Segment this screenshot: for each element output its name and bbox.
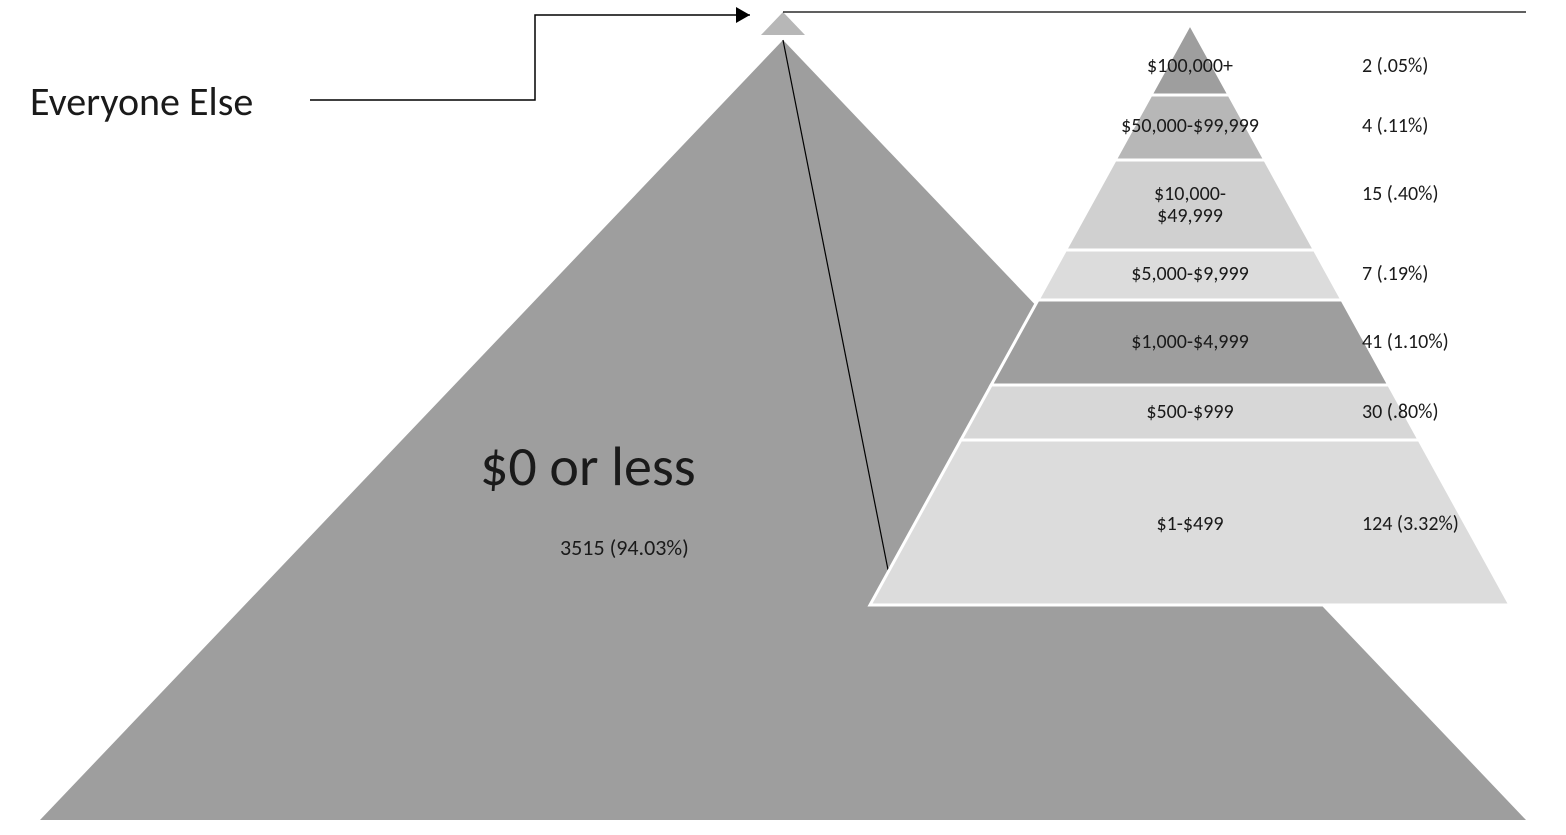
main-pyramid-value: 3515 (94.03%) xyxy=(560,534,689,561)
detail-tier-value: 7 (.19%) xyxy=(1362,262,1428,286)
callout-arrowhead-icon xyxy=(736,7,750,23)
detail-tier-label: $1,000-$4,999 xyxy=(1131,330,1248,354)
detail-tier-value: 15 (.40%) xyxy=(1362,182,1439,206)
detail-tier-value: 30 (.80%) xyxy=(1362,400,1439,424)
detail-tier-value: 2 (.05%) xyxy=(1362,54,1428,78)
detail-tier-label: $50,000-$99,999 xyxy=(1121,114,1259,138)
detail-tier-value: 4 (.11%) xyxy=(1362,114,1428,138)
detail-tier-value: 124 (3.32%) xyxy=(1362,512,1459,536)
detail-tier-value: 41 (1.10%) xyxy=(1362,330,1449,354)
detail-tier-label: $10,000-$49,999 xyxy=(1154,182,1226,228)
income-pyramid-infographic: $0 or less 3515 (94.03%) $100,000+ 2 (.05%)… xyxy=(0,0,1566,835)
main-pyramid-cap xyxy=(761,12,805,35)
detail-tier-label: $5,000-$9,999 xyxy=(1131,262,1248,286)
callout-label: Everyone Else xyxy=(30,77,253,126)
detail-tier-label: $1-$499 xyxy=(1157,512,1224,536)
detail-tier-label: $500-$999 xyxy=(1146,400,1233,424)
detail-tier-label: $100,000+ xyxy=(1147,54,1233,78)
main-pyramid-label: $0 or less xyxy=(480,433,696,501)
callout-arrow xyxy=(310,15,750,100)
